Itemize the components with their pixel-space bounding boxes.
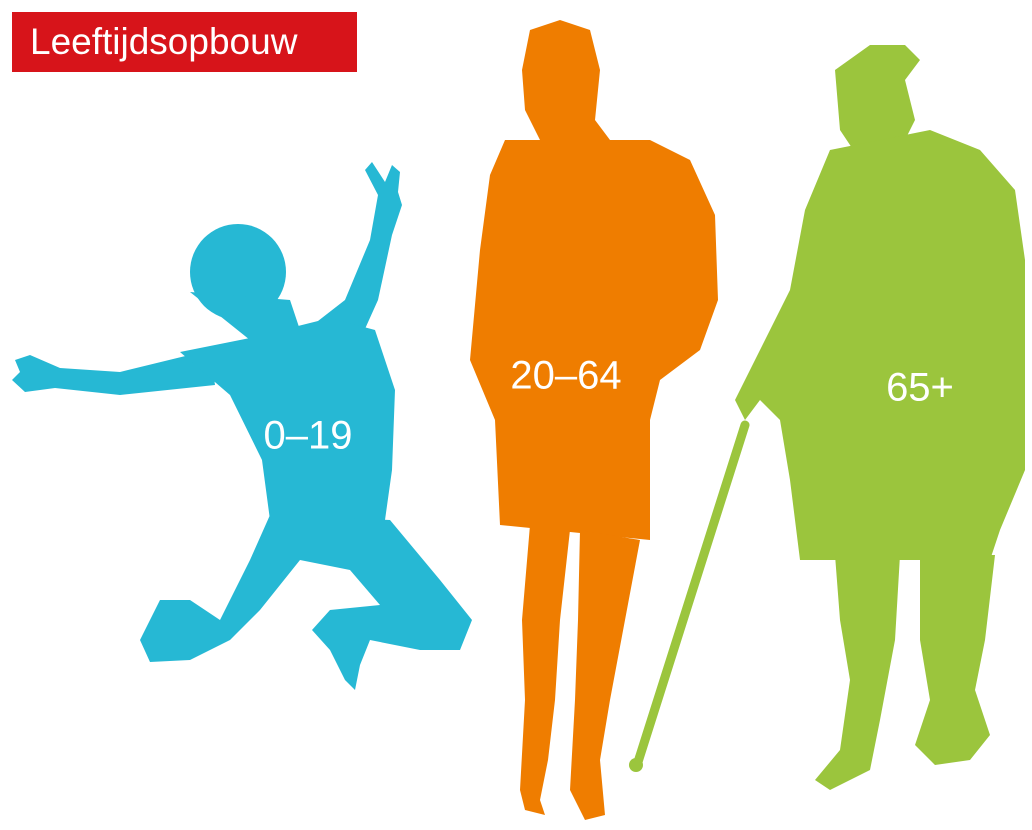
page: Leeftijdsopbouw 0–19 20–64 65+ — [0, 0, 1032, 830]
age-group-label: 0–19 — [264, 414, 353, 458]
woman-silhouette — [470, 20, 718, 820]
title: Leeftijdsopbouw — [30, 21, 298, 62]
age-group-label: 65+ — [886, 366, 954, 410]
elderly-silhouette — [629, 45, 1025, 790]
child-silhouette — [12, 162, 472, 690]
age-group-label: 20–64 — [510, 354, 621, 398]
infographic: Leeftijdsopbouw 0–19 20–64 65+ — [0, 0, 1032, 830]
